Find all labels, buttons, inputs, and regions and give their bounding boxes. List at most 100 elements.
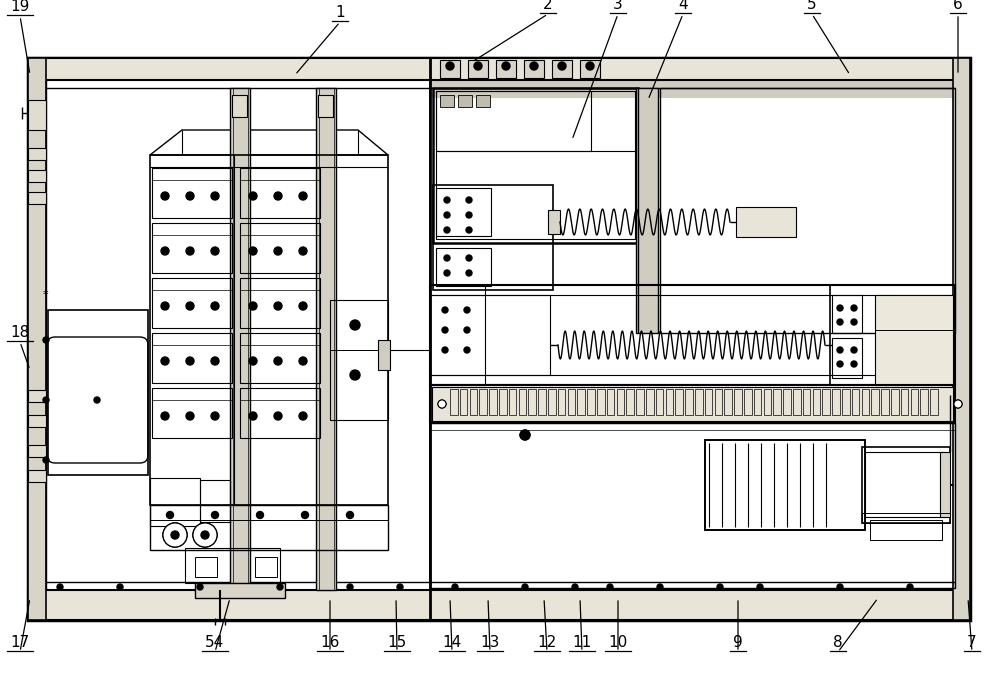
- Bar: [479, 389, 487, 415]
- Bar: [852, 389, 859, 415]
- Bar: [509, 389, 516, 415]
- Bar: [862, 513, 950, 523]
- Bar: [430, 423, 955, 588]
- Circle shape: [43, 337, 49, 343]
- Bar: [152, 168, 232, 218]
- Circle shape: [520, 430, 530, 440]
- Text: 19: 19: [10, 0, 30, 14]
- Circle shape: [444, 255, 450, 261]
- Circle shape: [851, 361, 857, 367]
- Bar: [548, 389, 556, 415]
- Circle shape: [466, 270, 472, 276]
- Bar: [656, 389, 663, 415]
- Circle shape: [274, 357, 282, 365]
- Bar: [871, 389, 879, 415]
- Bar: [436, 91, 591, 151]
- Bar: [432, 387, 953, 421]
- Bar: [200, 480, 230, 522]
- Circle shape: [350, 320, 360, 330]
- Circle shape: [444, 212, 450, 218]
- Circle shape: [466, 197, 472, 203]
- Circle shape: [438, 400, 446, 408]
- Bar: [617, 389, 624, 415]
- Text: 6: 6: [953, 0, 963, 12]
- Circle shape: [446, 62, 454, 70]
- Bar: [28, 390, 46, 402]
- Bar: [195, 583, 285, 598]
- Bar: [152, 333, 232, 383]
- Bar: [318, 95, 333, 117]
- Bar: [240, 333, 320, 383]
- Circle shape: [466, 212, 472, 218]
- Bar: [580, 60, 600, 78]
- Circle shape: [347, 584, 353, 590]
- Bar: [734, 389, 742, 415]
- Circle shape: [161, 302, 169, 310]
- Bar: [862, 447, 950, 523]
- Circle shape: [444, 197, 450, 203]
- Bar: [705, 440, 865, 530]
- Circle shape: [464, 347, 470, 353]
- Bar: [519, 389, 526, 415]
- Circle shape: [452, 584, 458, 590]
- Bar: [705, 440, 865, 530]
- Circle shape: [211, 192, 219, 200]
- Circle shape: [161, 357, 169, 365]
- Bar: [28, 148, 46, 160]
- Text: 11: 11: [572, 635, 592, 650]
- Bar: [28, 470, 46, 482]
- Circle shape: [837, 305, 843, 311]
- Text: 12: 12: [537, 635, 557, 650]
- Bar: [28, 170, 46, 182]
- Circle shape: [57, 584, 63, 590]
- Bar: [793, 389, 800, 415]
- Bar: [930, 389, 938, 415]
- Bar: [240, 223, 320, 273]
- Bar: [499, 389, 507, 415]
- Circle shape: [212, 512, 218, 519]
- Circle shape: [837, 347, 843, 353]
- Bar: [736, 207, 796, 237]
- Text: 5: 5: [807, 0, 817, 12]
- Circle shape: [717, 584, 723, 590]
- Circle shape: [586, 62, 594, 70]
- Text: 18: 18: [10, 325, 30, 340]
- Bar: [48, 310, 148, 475]
- Circle shape: [520, 430, 530, 440]
- Bar: [953, 58, 970, 620]
- Circle shape: [163, 523, 187, 547]
- Bar: [901, 389, 908, 415]
- Circle shape: [161, 192, 169, 200]
- Bar: [636, 389, 644, 415]
- Circle shape: [256, 512, 264, 519]
- Bar: [240, 388, 320, 438]
- Circle shape: [444, 227, 450, 233]
- Bar: [646, 389, 654, 415]
- Bar: [330, 300, 388, 420]
- Bar: [577, 389, 585, 415]
- Circle shape: [350, 370, 360, 380]
- Text: 4: 4: [678, 0, 688, 12]
- Bar: [430, 385, 955, 423]
- Bar: [458, 95, 472, 107]
- Bar: [152, 223, 232, 273]
- Circle shape: [201, 531, 209, 539]
- Bar: [28, 58, 970, 80]
- Circle shape: [249, 412, 257, 420]
- Bar: [450, 389, 458, 415]
- Text: 2: 2: [543, 0, 553, 12]
- Bar: [660, 88, 955, 333]
- Circle shape: [186, 247, 194, 255]
- Circle shape: [171, 531, 179, 539]
- Circle shape: [464, 327, 470, 333]
- Circle shape: [43, 397, 49, 403]
- Bar: [440, 60, 460, 78]
- Bar: [568, 389, 575, 415]
- Bar: [436, 91, 635, 239]
- Bar: [430, 80, 955, 98]
- Bar: [675, 389, 683, 415]
- Text: 15: 15: [387, 635, 407, 650]
- Bar: [783, 389, 791, 415]
- Bar: [870, 520, 942, 540]
- Bar: [440, 95, 454, 107]
